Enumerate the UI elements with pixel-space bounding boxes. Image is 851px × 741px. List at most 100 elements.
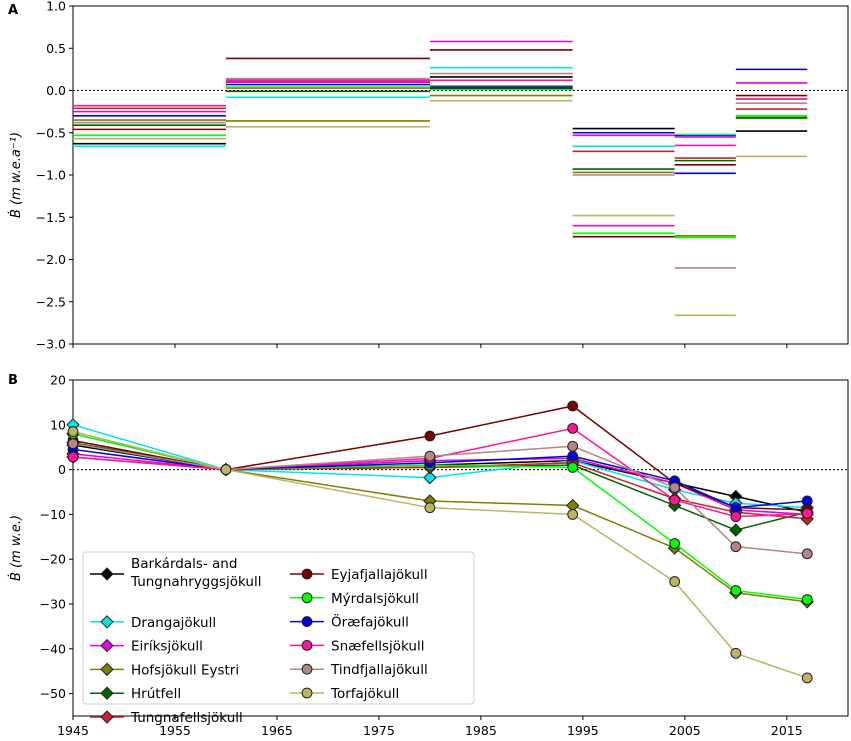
- legend-item: Tindfjallajökull: [290, 662, 428, 678]
- data-point-circle: [301, 639, 313, 651]
- data-point-circle: [301, 616, 313, 628]
- legend-item: Torfajökull: [290, 686, 399, 702]
- data-point-circle: [801, 672, 813, 684]
- data-point-diamond: [100, 615, 114, 629]
- data-point-circle: [424, 450, 436, 462]
- data-point-circle: [730, 502, 742, 514]
- panel-b-ytick-label: −10: [40, 507, 66, 522]
- panel-b-xtick-label: 1995: [567, 723, 599, 738]
- data-point-circle: [567, 422, 579, 434]
- data-point-diamond: [100, 686, 114, 700]
- data-point-circle: [67, 438, 79, 450]
- data-point-diamond: [100, 710, 114, 724]
- panel-a-frame: [72, 5, 849, 345]
- legend-item: Öræfajökull: [290, 613, 409, 631]
- panel-b-plot: 20 10 0 −10 −20 −30 −40 −50 1945 1955 1965 1975 198…: [8, 373, 849, 738]
- panel-b-ylabel: Ḃ (m w.e.): [8, 515, 24, 581]
- data-point-circle: [801, 508, 813, 519]
- panel-b-ytick-label: −40: [40, 641, 66, 656]
- legend-label: Öræfajökull: [331, 613, 409, 631]
- panel-b-xtick-label: 1975: [363, 723, 395, 738]
- legend-item: Eyjafjallajökull: [290, 567, 428, 583]
- series-line: [67, 426, 813, 684]
- panel-a-label: A: [8, 3, 18, 18]
- legend-item: Snæfellsjökull: [290, 638, 424, 654]
- panel-b-ytick-label: −20: [40, 552, 66, 567]
- data-point-circle: [669, 482, 681, 493]
- panel-a-ytick-label: −0.5: [36, 125, 66, 140]
- panel-b-ytick-label: 10: [50, 417, 66, 432]
- legend-label: Barkárdals- and: [131, 556, 237, 572]
- panel-b-series: [66, 400, 814, 684]
- legend-label-line2: Tungnahryggsjökull: [130, 574, 261, 590]
- data-point-circle: [669, 494, 681, 506]
- data-point-diamond: [100, 662, 114, 677]
- panel-a-yticks: 1.0 0.5 0.0 −0.5 −1.0 −1.5 −2.0 −2.5 −3.0: [36, 0, 73, 352]
- panel-b-xtick-label: 1965: [261, 723, 293, 738]
- data-point-diamond: [100, 567, 114, 581]
- data-point-circle: [801, 594, 813, 605]
- data-point-circle: [567, 508, 579, 520]
- data-point-circle: [67, 426, 79, 437]
- legend-label: Snæfellsjökull: [331, 638, 424, 654]
- panel-a-ytick-label: −2.0: [36, 252, 66, 267]
- panel-a-ylabel: Ḃ (m w.e.a⁻¹): [8, 132, 24, 218]
- panel-b-ytick-label: −50: [40, 686, 66, 701]
- panel-b-xtick-label: 1985: [465, 723, 497, 738]
- legend-label: Eiríksjökull: [131, 639, 203, 655]
- data-point-circle: [567, 450, 579, 462]
- legend-label: Tindfjallajökull: [330, 662, 428, 678]
- panel-b-label: B: [8, 373, 18, 388]
- data-point-diamond: [100, 638, 114, 653]
- legend-label: Drangajökull: [131, 615, 216, 631]
- legend-item: Eiríksjökull: [90, 639, 203, 655]
- panel-a-ytick-label: −2.5: [36, 294, 66, 309]
- data-point-diamond: [729, 523, 743, 537]
- panel-b-xticks: 1945 1955 1965 1975 1985 1995 2005 2015: [57, 716, 803, 738]
- data-point-circle: [730, 541, 742, 553]
- panel-b-xtick-label: 1955: [159, 723, 191, 738]
- data-point-circle: [67, 451, 79, 463]
- data-point-circle: [220, 464, 232, 476]
- legend-label: Hofsjökull Eystri: [131, 662, 239, 678]
- data-point-circle: [669, 576, 681, 588]
- data-point-circle: [801, 548, 813, 560]
- data-point-circle: [669, 538, 681, 549]
- panel-b-ytick-label: 0: [58, 462, 66, 477]
- legend-label: Tungnafellsjökull: [130, 710, 243, 726]
- panel-b-ytick-label: 20: [50, 373, 66, 388]
- data-point-circle: [301, 663, 313, 675]
- data-point-circle: [567, 440, 579, 452]
- legend-item: Hrútfell: [90, 686, 181, 702]
- legend-label: Mýrdalsjökull: [331, 591, 419, 607]
- panel-a-ytick-label: −1.0: [36, 168, 66, 183]
- panel-a-ytick-label: −3.0: [36, 337, 66, 352]
- data-point-circle: [424, 502, 436, 514]
- legend-label: Torfajökull: [330, 686, 399, 702]
- panel-a-ytick-label: 0.5: [46, 41, 66, 56]
- data-point-circle: [730, 647, 742, 659]
- panel-b-xtick-label: 2015: [771, 723, 803, 738]
- data-point-circle: [424, 430, 436, 442]
- panel-a-period-means: [73, 40, 808, 317]
- legend-item: Hofsjökull Eystri: [90, 662, 239, 678]
- data-point-diamond: [423, 470, 437, 485]
- data-point-circle: [730, 585, 742, 596]
- panel-a-plot: 1.0 0.5 0.0 −0.5 −1.0 −1.5 −2.0 −2.5 −3.0 Ḃ (m w…: [8, 0, 849, 352]
- data-point-circle: [567, 461, 579, 473]
- data-point-circle: [801, 495, 813, 507]
- panel-b-ytick-label: −30: [40, 597, 66, 612]
- legend-label: Eyjafjallajökull: [331, 567, 428, 583]
- data-point-circle: [301, 592, 313, 604]
- legend-box: [82, 551, 475, 705]
- legend-item: Drangajökull: [90, 615, 216, 631]
- legend-item: Mýrdalsjökull: [290, 591, 419, 607]
- panel-b-xtick-label: 1945: [57, 723, 89, 738]
- panel-b-xtick-label: 2005: [669, 723, 701, 738]
- legend-item: Barkárdals- and Tungnahryggsjökull: [90, 556, 261, 590]
- panel-a-ytick-label: 1.0: [46, 0, 66, 14]
- legend-label: Hrútfell: [131, 686, 181, 702]
- data-point-circle: [301, 687, 313, 699]
- panel-a-ytick-label: 0.0: [46, 83, 66, 98]
